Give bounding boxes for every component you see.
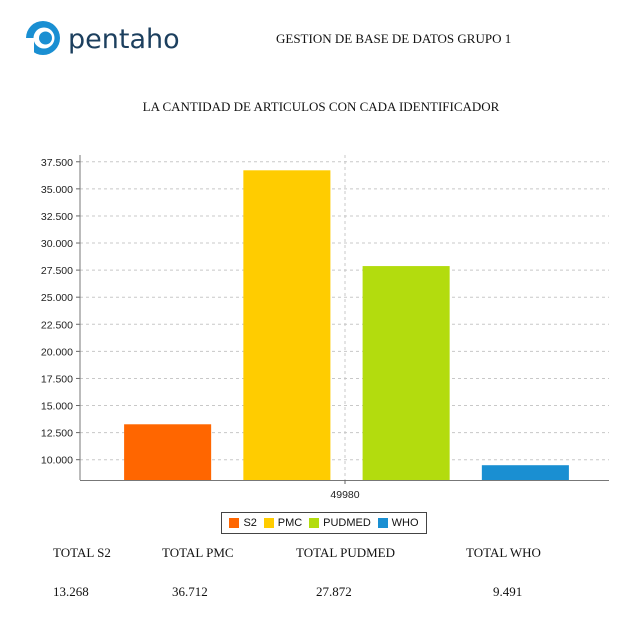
legend-item-who: WHO xyxy=(377,517,419,529)
bar-pmc xyxy=(243,170,331,480)
y-tick-label: 20.000 xyxy=(41,346,73,358)
pentaho-logo: pentaho xyxy=(24,21,180,55)
legend-swatch xyxy=(263,518,274,528)
y-tick-label: 30.000 xyxy=(41,238,73,250)
total-value: 9.491 xyxy=(493,584,523,599)
pentaho-swirl-icon xyxy=(24,21,60,55)
y-tick-label: 12.500 xyxy=(41,428,73,440)
chart-axes: 10.000 12.500 15.000 17.500 20.000 22.500 25.0… xyxy=(41,155,609,501)
y-tick-label: 35.000 xyxy=(41,184,73,196)
bar-pudmed xyxy=(362,266,450,480)
bar-who xyxy=(481,465,569,480)
total-value: 13.268 xyxy=(53,584,89,599)
legend-item-s2: S2 xyxy=(229,517,257,529)
bar-s2 xyxy=(124,424,212,480)
x-category-label: 49980 xyxy=(330,489,359,501)
legend-swatch xyxy=(229,518,240,528)
legend-label: PMC xyxy=(277,517,303,529)
total-header: TOTAL WHO xyxy=(466,545,541,560)
y-tick-label: 10.000 xyxy=(41,455,73,467)
legend-label: PUDMED xyxy=(323,517,371,529)
y-tick-label: 15.000 xyxy=(41,401,73,413)
total-value: 36.712 xyxy=(172,584,208,599)
y-tick-label: 22.500 xyxy=(41,319,73,331)
y-tick-label: 27.500 xyxy=(41,265,73,277)
total-header: TOTAL PMC xyxy=(162,545,234,560)
chart-grid xyxy=(80,155,609,480)
legend-label: WHO xyxy=(391,517,419,529)
y-tick-label: 32.500 xyxy=(41,211,73,223)
total-value: 27.872 xyxy=(316,584,352,599)
total-header: TOTAL S2 xyxy=(53,545,111,560)
y-tick-label: 25.000 xyxy=(41,292,73,304)
legend-swatch xyxy=(309,518,320,528)
logo-text: pentaho xyxy=(68,24,180,55)
bar-chart: 10.000 12.500 15.000 17.500 20.000 22.500 25.0… xyxy=(41,155,609,501)
legend-label: S2 xyxy=(243,517,257,529)
legend-item-pmc: PMC xyxy=(263,517,303,529)
y-tick-label: 17.500 xyxy=(41,373,73,385)
legend-swatch xyxy=(377,518,388,528)
chart-legend: S2 PMC PUDMED WHO xyxy=(221,512,427,534)
report-title: GESTION DE BASE DE DATOS GRUPO 1 xyxy=(276,31,512,46)
chart-title: LA CANTIDAD DE ARTICULOS CON CADA IDENTI… xyxy=(142,99,500,114)
total-header: TOTAL PUDMED xyxy=(296,545,395,560)
y-tick-label: 37.500 xyxy=(41,157,73,169)
legend-item-pudmed: PUDMED xyxy=(309,517,371,529)
chart-bars xyxy=(124,170,569,480)
